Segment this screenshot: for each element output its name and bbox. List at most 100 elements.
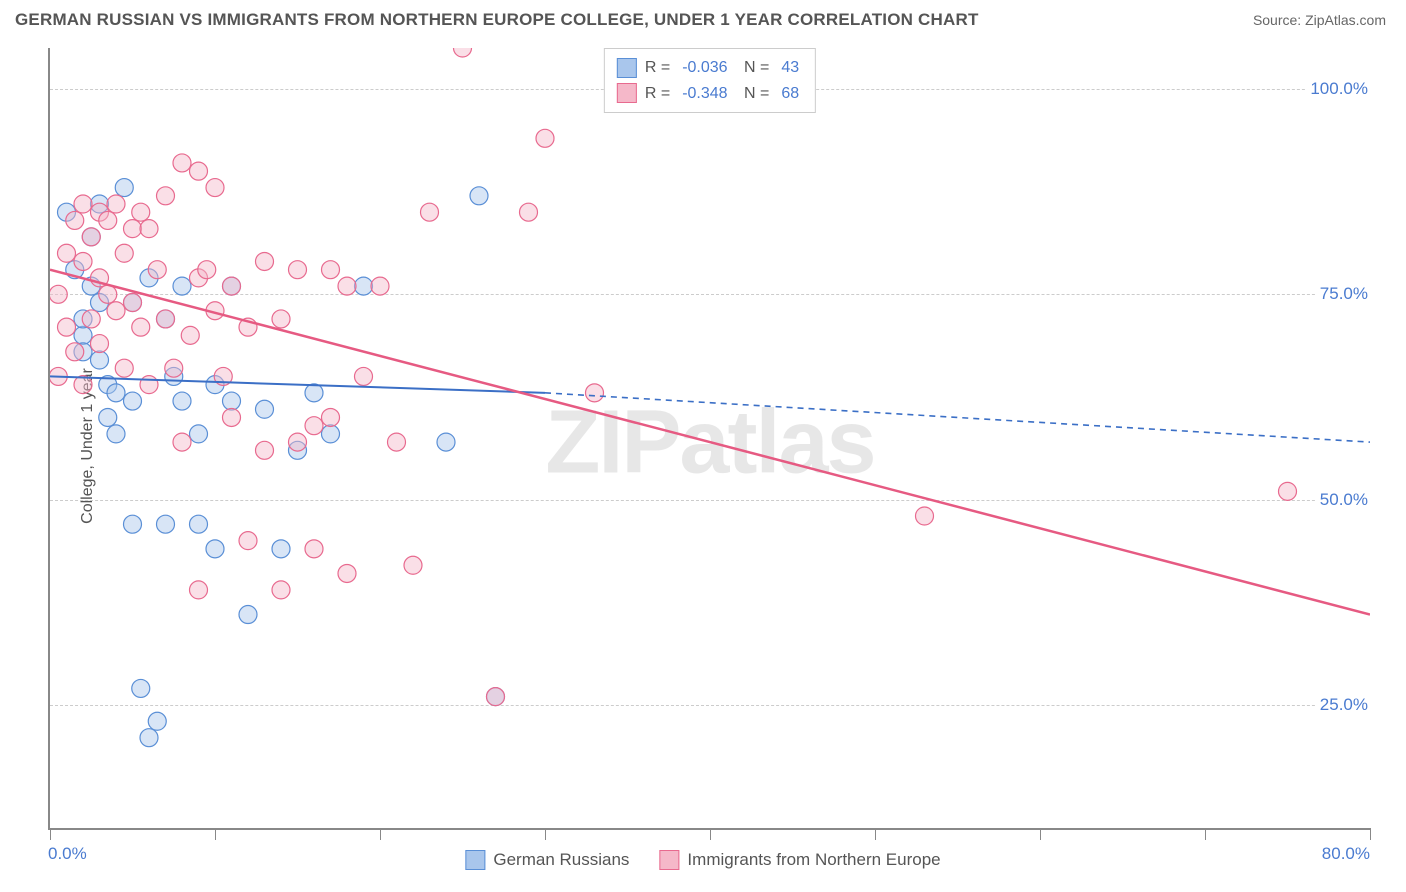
data-point xyxy=(140,376,158,394)
data-point xyxy=(388,433,406,451)
data-point xyxy=(239,606,257,624)
data-point xyxy=(82,310,100,328)
legend-item: Immigrants from Northern Europe xyxy=(659,850,940,870)
data-point xyxy=(173,433,191,451)
x-tick xyxy=(1040,828,1041,840)
data-point xyxy=(289,261,307,279)
data-point xyxy=(132,679,150,697)
legend-row: R = -0.348 N = 68 xyxy=(617,81,803,107)
data-point xyxy=(74,326,92,344)
data-point xyxy=(99,408,117,426)
data-point xyxy=(190,425,208,443)
data-point xyxy=(355,277,373,295)
data-point xyxy=(190,162,208,180)
legend-n-value: 68 xyxy=(781,81,799,107)
data-point xyxy=(115,179,133,197)
data-point xyxy=(124,220,142,238)
data-point xyxy=(322,261,340,279)
data-point xyxy=(338,564,356,582)
x-tick xyxy=(380,828,381,840)
chart-plot-area: ZIPatlas R =-0.036 N =43 R =-0.348 N =68… xyxy=(48,48,1370,830)
legend-r-value: -0.348 xyxy=(682,81,727,107)
data-point xyxy=(157,515,175,533)
x-axis-max-label: 80.0% xyxy=(1322,844,1370,864)
data-point xyxy=(132,318,150,336)
data-point xyxy=(404,556,422,574)
data-point xyxy=(140,729,158,747)
data-point xyxy=(124,294,142,312)
legend-n-value: 43 xyxy=(781,55,799,81)
data-point xyxy=(58,318,76,336)
legend-n-label: N = xyxy=(740,55,770,81)
x-tick xyxy=(1370,828,1371,840)
data-point xyxy=(91,351,109,369)
data-point xyxy=(165,359,183,377)
data-point xyxy=(66,343,84,361)
data-point xyxy=(437,433,455,451)
data-point xyxy=(115,359,133,377)
legend-row: R =-0.036 N =43 xyxy=(617,55,803,81)
data-point xyxy=(470,187,488,205)
data-point xyxy=(157,310,175,328)
data-point xyxy=(272,310,290,328)
data-point xyxy=(107,302,125,320)
legend-label: Immigrants from Northern Europe xyxy=(687,850,940,870)
data-point xyxy=(74,252,92,270)
data-point xyxy=(173,392,191,410)
data-point xyxy=(148,712,166,730)
data-point xyxy=(190,581,208,599)
legend-n-label: N = xyxy=(740,81,770,107)
data-point xyxy=(322,425,340,443)
data-point xyxy=(487,688,505,706)
data-point xyxy=(107,384,125,402)
data-point xyxy=(132,203,150,221)
data-point xyxy=(107,195,125,213)
x-tick xyxy=(875,828,876,840)
x-tick xyxy=(50,828,51,840)
data-point xyxy=(91,335,109,353)
legend-r-label: R = xyxy=(645,81,670,107)
source-label: Source: ZipAtlas.com xyxy=(1253,12,1386,28)
data-point xyxy=(99,285,117,303)
data-point xyxy=(536,129,554,147)
legend-swatch xyxy=(617,83,637,103)
data-point xyxy=(272,540,290,558)
trend-line-extrapolated xyxy=(545,393,1370,442)
x-axis-min-label: 0.0% xyxy=(48,844,87,864)
data-point xyxy=(190,515,208,533)
data-point xyxy=(223,392,241,410)
data-point xyxy=(586,384,604,402)
data-point xyxy=(173,154,191,172)
data-point xyxy=(256,400,274,418)
data-point xyxy=(454,48,472,57)
data-point xyxy=(305,540,323,558)
data-point xyxy=(74,195,92,213)
data-point xyxy=(124,392,142,410)
scatter-plot-svg xyxy=(50,48,1370,828)
legend-swatch xyxy=(465,850,485,870)
data-point xyxy=(338,277,356,295)
data-point xyxy=(305,417,323,435)
x-tick xyxy=(710,828,711,840)
data-point xyxy=(256,441,274,459)
data-point xyxy=(157,187,175,205)
legend-swatch xyxy=(617,58,637,78)
chart-title: GERMAN RUSSIAN VS IMMIGRANTS FROM NORTHE… xyxy=(15,10,979,30)
data-point xyxy=(322,408,340,426)
data-point xyxy=(1279,482,1297,500)
data-point xyxy=(520,203,538,221)
data-point xyxy=(107,425,125,443)
data-point xyxy=(421,203,439,221)
data-point xyxy=(305,384,323,402)
data-point xyxy=(115,244,133,262)
data-point xyxy=(239,532,257,550)
legend-label: German Russians xyxy=(493,850,629,870)
data-point xyxy=(916,507,934,525)
data-point xyxy=(82,228,100,246)
data-point xyxy=(181,326,199,344)
trend-line xyxy=(50,270,1370,615)
data-point xyxy=(58,244,76,262)
data-point xyxy=(223,408,241,426)
data-point xyxy=(99,211,117,229)
data-point xyxy=(371,277,389,295)
